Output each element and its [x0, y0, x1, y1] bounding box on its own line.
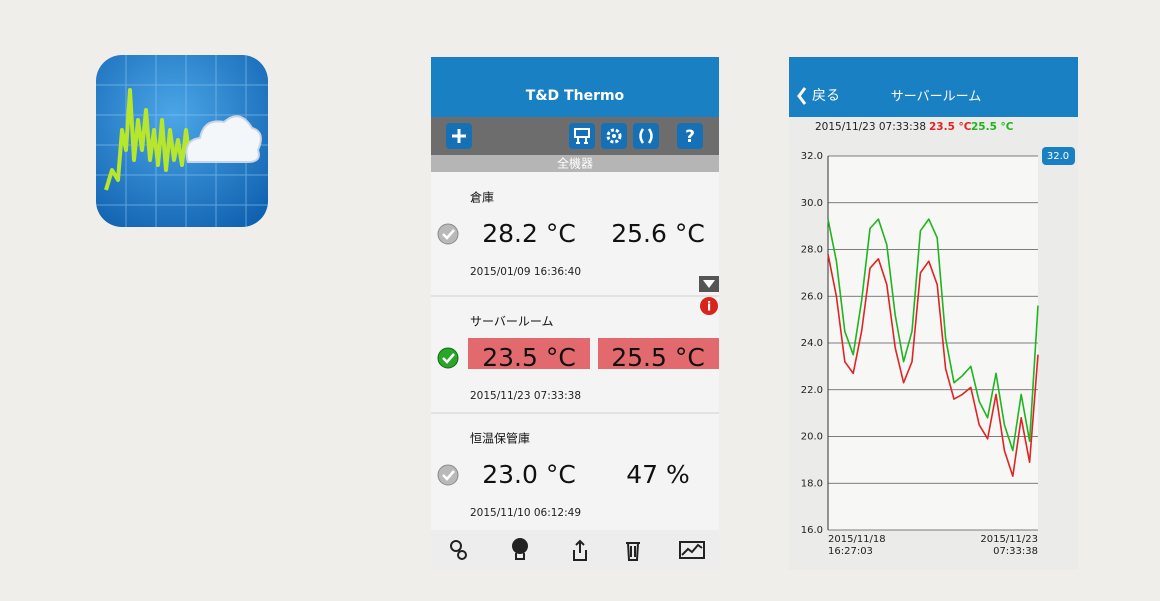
dropdown-indicator[interactable] [699, 276, 719, 292]
reading: 47 % [626, 460, 690, 489]
add-button[interactable] [446, 123, 472, 149]
chart-tool[interactable] [679, 541, 705, 559]
data-line [827, 218, 1039, 452]
data-line [827, 254, 1039, 477]
y-tick-label: 28.0 [801, 245, 823, 256]
readout-time: 2015/11/23 07:33:38 [815, 121, 926, 133]
value-marker [1042, 147, 1075, 165]
y-tick-label: 20.0 [801, 432, 823, 443]
timestamp: 2015/11/23 07:33:38 [470, 390, 581, 402]
reading: 23.5 °C [482, 343, 576, 372]
status-check [442, 229, 455, 240]
timestamp: 2015/11/10 06:12:49 [470, 507, 581, 519]
delete-tool[interactable] [626, 542, 640, 561]
share-tool[interactable] [573, 539, 587, 561]
value-marker-label: 32.0 [1047, 151, 1069, 162]
x-tick-label: 2015/11/23 [980, 534, 1038, 545]
reading: 25.6 °C [611, 219, 705, 248]
status-check [442, 353, 455, 364]
y-tick-label: 30.0 [801, 198, 823, 209]
status-icon [437, 223, 459, 245]
reading: 23.0 °C [482, 460, 576, 489]
svg-text:i: i [707, 300, 711, 314]
app-icon [96, 55, 268, 227]
y-tick-label: 18.0 [801, 478, 823, 489]
settings-tool[interactable] [450, 540, 467, 560]
alarm-highlight [598, 338, 719, 369]
status-icon [437, 464, 459, 486]
y-tick-label: 24.0 [801, 338, 823, 349]
readout-1: 23.5 °C [929, 121, 972, 133]
list-screen: T&D Thermo ? 全機器 i 倉庫 28.2 °C 25.6 °C 2015/… [431, 57, 719, 570]
back-arrow[interactable] [797, 87, 807, 105]
y-tick-label: 16.0 [801, 525, 823, 536]
status-check [442, 470, 455, 481]
group-bar [431, 155, 719, 172]
help-button[interactable]: ? [677, 123, 703, 149]
device-name: 倉庫 [470, 190, 494, 205]
chart-screen: 戻る サーバールーム 2015/11/23 07:33:38 23.5 °C 2… [789, 57, 1078, 570]
device-name: サーバールーム [470, 315, 554, 329]
y-tick-label: 26.0 [801, 291, 823, 302]
back-button[interactable]: 戻る [812, 88, 840, 104]
alarm-highlight [468, 338, 590, 369]
refresh-button[interactable] [633, 123, 659, 149]
y-tick-label: 22.0 [801, 385, 823, 396]
info-alert[interactable]: i [700, 297, 718, 315]
app-title: T&D Thermo [526, 88, 625, 104]
y-tick-label: 32.0 [801, 151, 823, 162]
group-label: 全機器 [557, 156, 593, 171]
screen-title: サーバールーム [891, 90, 981, 105]
settings-button[interactable] [601, 123, 627, 149]
x-tick-label: 07:33:38 [993, 546, 1038, 557]
readout-2: 25.5 °C [971, 121, 1014, 133]
x-tick-label: 16:27:03 [828, 546, 873, 557]
timestamp: 2015/01/09 16:36:40 [470, 266, 581, 278]
status-icon [437, 347, 459, 369]
reading: 28.2 °C [482, 219, 576, 248]
info-tool[interactable] [512, 538, 528, 560]
device-button[interactable] [569, 123, 595, 149]
device-name: 恒温保管庫 [470, 431, 530, 446]
nav-bar [431, 57, 719, 117]
svg-text:?: ? [685, 127, 695, 147]
nav-bar [789, 57, 1078, 117]
x-tick-label: 2015/11/18 [828, 534, 886, 545]
reading: 25.5 °C [611, 343, 705, 372]
